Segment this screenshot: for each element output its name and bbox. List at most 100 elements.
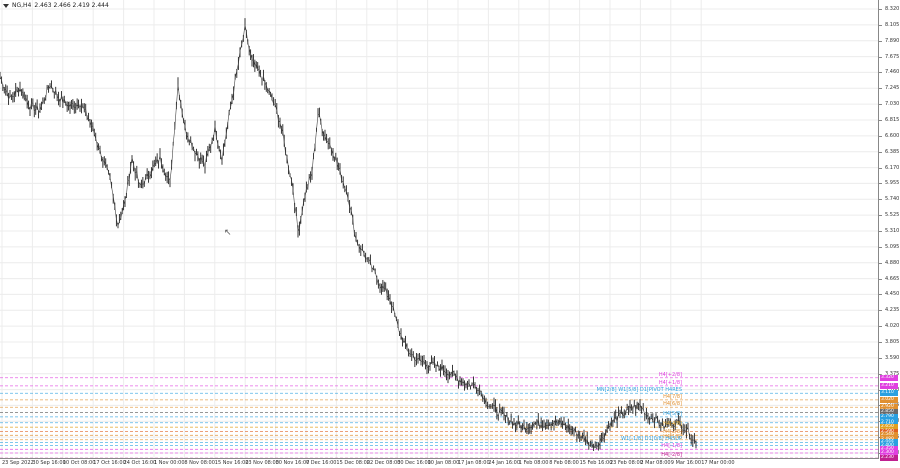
level-label: H4[+1/8]: [658, 379, 682, 386]
price-badge: 2.540: [880, 432, 898, 439]
price-tick-label: 3.805: [885, 339, 900, 345]
time-tick-label: 9 Mar 16:00: [670, 460, 701, 466]
time-tick-label: 15 Feb 16:00: [579, 460, 613, 466]
price-tick-mark: [878, 104, 882, 106]
price-tick-label: 4.880: [885, 259, 900, 266]
price-tick-mark: [878, 310, 882, 312]
price-tick-label: 6.170: [885, 164, 900, 171]
time-tick-label: 22 Dec 08:00: [366, 460, 401, 466]
price-tick-mark: [878, 326, 882, 328]
time-tick-label: 1 Feb 08:00: [518, 460, 549, 466]
price-badge: 3.020: [880, 396, 898, 403]
price-tick-label: 6.815: [885, 117, 900, 123]
price-badge: 2.920: [880, 404, 898, 411]
time-tick-label: 10 Oct 08:00: [62, 460, 96, 466]
price-tick-mark: [878, 373, 882, 375]
time-tick-label: 8 Nov 08:00: [184, 460, 215, 466]
price-tick-mark: [878, 9, 882, 10]
price-badge: 2.650: [880, 424, 898, 431]
price-tick-mark: [878, 135, 882, 137]
price-tick-mark: [878, 199, 882, 201]
price-badge: 2.400: [880, 442, 898, 449]
price-tick-label: 5.955: [885, 180, 900, 187]
time-tick-label: 24 Oct 16:00: [123, 460, 157, 466]
price-tick-label: 7.675: [885, 53, 900, 60]
price-tick-label: 7.890: [885, 37, 900, 44]
chart-area[interactable]: NG,H4 2.463 2.466 2.419 2.444 ↖: [0, 0, 879, 459]
time-tick-label: 17 Jan 08:00: [458, 460, 490, 466]
time-tick-label: 30 Sep 16:00: [32, 460, 66, 466]
price-tick-label: 4.235: [885, 307, 900, 314]
price-badge: 2.300: [880, 450, 898, 456]
ohlc-values: 2.463 2.466 2.419 2.444: [34, 2, 109, 9]
level-label: W1[-1/8] D1[0/8] H4SUP: [621, 436, 682, 443]
price-tick-mark: [878, 342, 882, 343]
price-tick-label: 5.525: [885, 212, 900, 219]
price-tick-label: 7.245: [885, 85, 900, 92]
time-tick-label: 10 Jan 08:00: [427, 460, 460, 466]
price-line: [0, 24, 697, 450]
time-tick-label: 17 Oct 16:00: [93, 460, 126, 466]
price-tick-label: 4.450: [885, 291, 900, 298]
price-tick-mark: [878, 151, 882, 153]
price-badge: 2.350: [880, 446, 898, 453]
price-tick-mark: [878, 183, 882, 185]
price-tick-label: 5.740: [885, 196, 900, 203]
price-tick-label: 3.375: [885, 370, 900, 377]
chart-title: NG,H4 2.463 2.466 2.419 2.444: [3, 2, 109, 9]
level-label: H4[2/8]: [663, 429, 682, 436]
price-tick-label: 6.385: [885, 148, 900, 155]
price-tick-label: 8.320: [885, 6, 900, 12]
time-tick-label: 30 Dec 16:00: [397, 460, 431, 466]
price-chart[interactable]: [0, 0, 878, 458]
time-tick-label: 15 Nov 16:00: [214, 460, 249, 466]
price-tick-mark: [878, 357, 882, 359]
price-tick-label: 8.105: [885, 21, 900, 28]
price-badge: 2.590: [880, 428, 898, 435]
price-tick-mark: [878, 262, 882, 264]
price-tick-mark: [878, 120, 882, 121]
time-tick-label: 17 Mar 00:00: [701, 460, 735, 466]
time-tick-label: 15 Dec 08:00: [336, 460, 371, 466]
time-tick-label: 24 Jan 16:00: [488, 460, 521, 466]
price-tick-mark: [878, 389, 882, 391]
price-tick-mark: [878, 278, 882, 280]
level-label: H4[4/8]: [663, 421, 682, 428]
price-badge: 2.444: [880, 439, 898, 446]
price-badge: 2.230: [880, 455, 898, 462]
price-tick-mark: [878, 167, 882, 169]
mouse-pointer-icon: ↖: [224, 228, 232, 238]
time-tick-label: 23 Feb 08:00: [610, 460, 643, 466]
price-tick-mark: [878, 294, 882, 296]
price-tick-label: 4.665: [885, 275, 900, 282]
price-tick-mark: [878, 88, 882, 90]
price-tick-label: 6.600: [885, 132, 900, 139]
price-badge: 3.110: [880, 390, 898, 397]
level-label: H4[7/8]: [663, 393, 682, 400]
price-tick-label: 7.460: [885, 69, 900, 76]
dropdown-arrow-icon[interactable]: [3, 3, 9, 8]
level-label: H4[1/8]: [663, 433, 682, 440]
time-tick-label: 8 Feb 08:00: [549, 460, 579, 466]
price-tick-label: 3.160: [885, 387, 899, 393]
symbol-timeframe: NG,H4: [12, 2, 32, 9]
price-badge: 2.710: [880, 419, 898, 426]
time-tick-label: 2 Mar 08:00: [640, 460, 671, 466]
level-label: H4[-1/8]: [661, 443, 682, 450]
price-tick-mark: [878, 40, 882, 42]
price-tick-label: 5.095: [885, 243, 900, 250]
price-badge: 2.790: [880, 413, 898, 420]
level-label: H4[6/8]: [663, 401, 682, 408]
price-tick-mark: [878, 72, 882, 74]
price-tick-mark: [878, 231, 882, 232]
time-tick-label: 23 Nov 08:00: [245, 460, 279, 466]
time-tick-label: 30 Nov 16:00: [275, 460, 310, 466]
level-label: H4[5/8]: [663, 410, 682, 417]
price-tick-mark: [878, 24, 882, 26]
price-tick-label: 4.020: [885, 323, 900, 330]
time-tick-label: 1 Nov 00:00: [154, 460, 185, 466]
time-tick-label: 23 Sep 2022: [2, 460, 34, 466]
level-label: H4[+2/8]: [658, 371, 682, 378]
price-badge: 3.210: [880, 382, 898, 389]
price-tick-label: 3.590: [885, 354, 900, 361]
